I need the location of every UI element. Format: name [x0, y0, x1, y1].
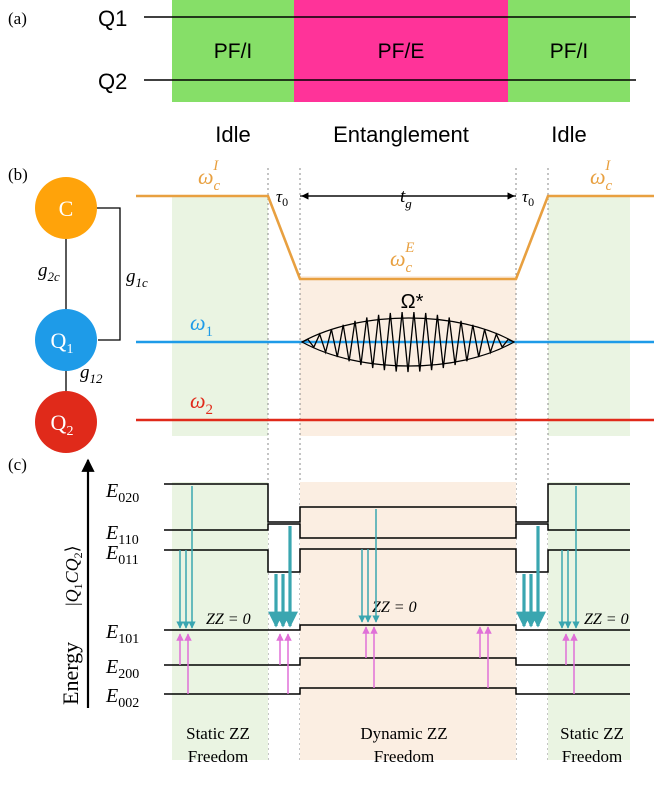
phase-entanglement: Entanglement — [333, 122, 469, 147]
phase-idle-right: Idle — [551, 122, 586, 147]
q1-node — [35, 309, 97, 371]
dynamic-region — [300, 482, 516, 760]
teal-transitions — [176, 486, 580, 629]
g12-label: g12 — [80, 362, 103, 386]
omega1-label: ω1 — [190, 310, 213, 340]
tau0-right: τ0 — [522, 187, 534, 209]
panel-c-tag: (c) — [8, 455, 27, 474]
g1c-label: g1c — [126, 266, 148, 290]
coupling-schematic: C Q1 Q2 g2c g1c g12 — [35, 177, 148, 453]
q1-label: Q1 — [98, 6, 127, 31]
coupler-node — [35, 177, 97, 239]
q2-node-label: Q2 — [51, 410, 74, 439]
tg-label: tg — [400, 186, 412, 211]
static-right-caption-1: Static ZZ — [560, 724, 624, 743]
idle-region-left-b — [172, 196, 268, 436]
panel-a: (a) Q1 Q2 PF/I PF/E PF/I Idle Entangleme… — [8, 0, 636, 147]
tau0-left: τ0 — [276, 187, 288, 209]
zz-zero-left: ZZ = 0 — [206, 611, 251, 628]
omega-star-label: Ω* — [401, 291, 424, 313]
dynamic-caption-1: Dynamic ZZ — [360, 724, 447, 743]
level-e002-label: E002 — [105, 685, 139, 711]
g1c-wire — [96, 207, 121, 341]
q1-node-label: Q1 — [51, 328, 74, 357]
level-e011 — [164, 548, 630, 573]
panel-c: (c) Energy |Q1CQ2⟩ E020 E110 E011 E101 E… — [8, 455, 630, 766]
idle-region-right-b — [548, 196, 630, 436]
panel-a-tag: (a) — [8, 9, 27, 28]
static-region-left — [172, 482, 268, 760]
drive-oscillation — [301, 312, 515, 373]
level-e101 — [164, 624, 630, 631]
teal-transitions-bold — [268, 526, 546, 628]
omega-c-idle-left: ωcI — [198, 158, 221, 194]
coupler-frequency-trace — [136, 194, 654, 281]
q2-node — [35, 391, 97, 453]
panel-b-tag: (b) — [8, 165, 28, 184]
g2c-label: g2c — [38, 260, 60, 284]
zz-zero-right: ZZ = 0 — [584, 611, 629, 628]
ket-axis-label: |Q1CQ2⟩ — [62, 545, 85, 606]
magenta-transitions — [176, 626, 578, 694]
dynamic-caption-2: Freedom — [374, 747, 434, 766]
energy-axis-label: Energy — [58, 642, 83, 705]
level-e002 — [164, 687, 630, 695]
block-label-right: PF/I — [550, 40, 589, 63]
panel-b: (b) ωcI ωcI ωcE τ0 τ0 tg Ω* ω1 ω — [8, 158, 654, 760]
level-e200-label: E200 — [105, 656, 139, 682]
omega2-label: ω2 — [190, 388, 213, 418]
zz-zero-middle: ZZ = 0 — [372, 599, 417, 616]
block-label-middle: PF/E — [378, 40, 425, 63]
static-left-caption-1: Static ZZ — [186, 724, 250, 743]
phase-idle-left: Idle — [215, 122, 250, 147]
level-e011-label: E011 — [105, 542, 139, 568]
level-e110 — [164, 523, 630, 539]
omega-c-entangle: ωcE — [390, 240, 414, 276]
level-e200 — [164, 657, 630, 666]
q2-label: Q2 — [98, 69, 127, 94]
omega-c-idle-right: ωcI — [590, 158, 613, 194]
level-e101-label: E101 — [105, 621, 139, 647]
block-label-left: PF/I — [214, 40, 253, 63]
level-e110-label: E110 — [105, 522, 139, 548]
level-e020 — [164, 483, 630, 523]
level-e020-label: E020 — [105, 480, 139, 506]
static-right-caption-2: Freedom — [562, 747, 622, 766]
static-left-caption-2: Freedom — [188, 747, 248, 766]
energy-levels — [164, 483, 630, 695]
time-guides — [267, 168, 549, 760]
coupler-node-label: C — [59, 196, 74, 221]
